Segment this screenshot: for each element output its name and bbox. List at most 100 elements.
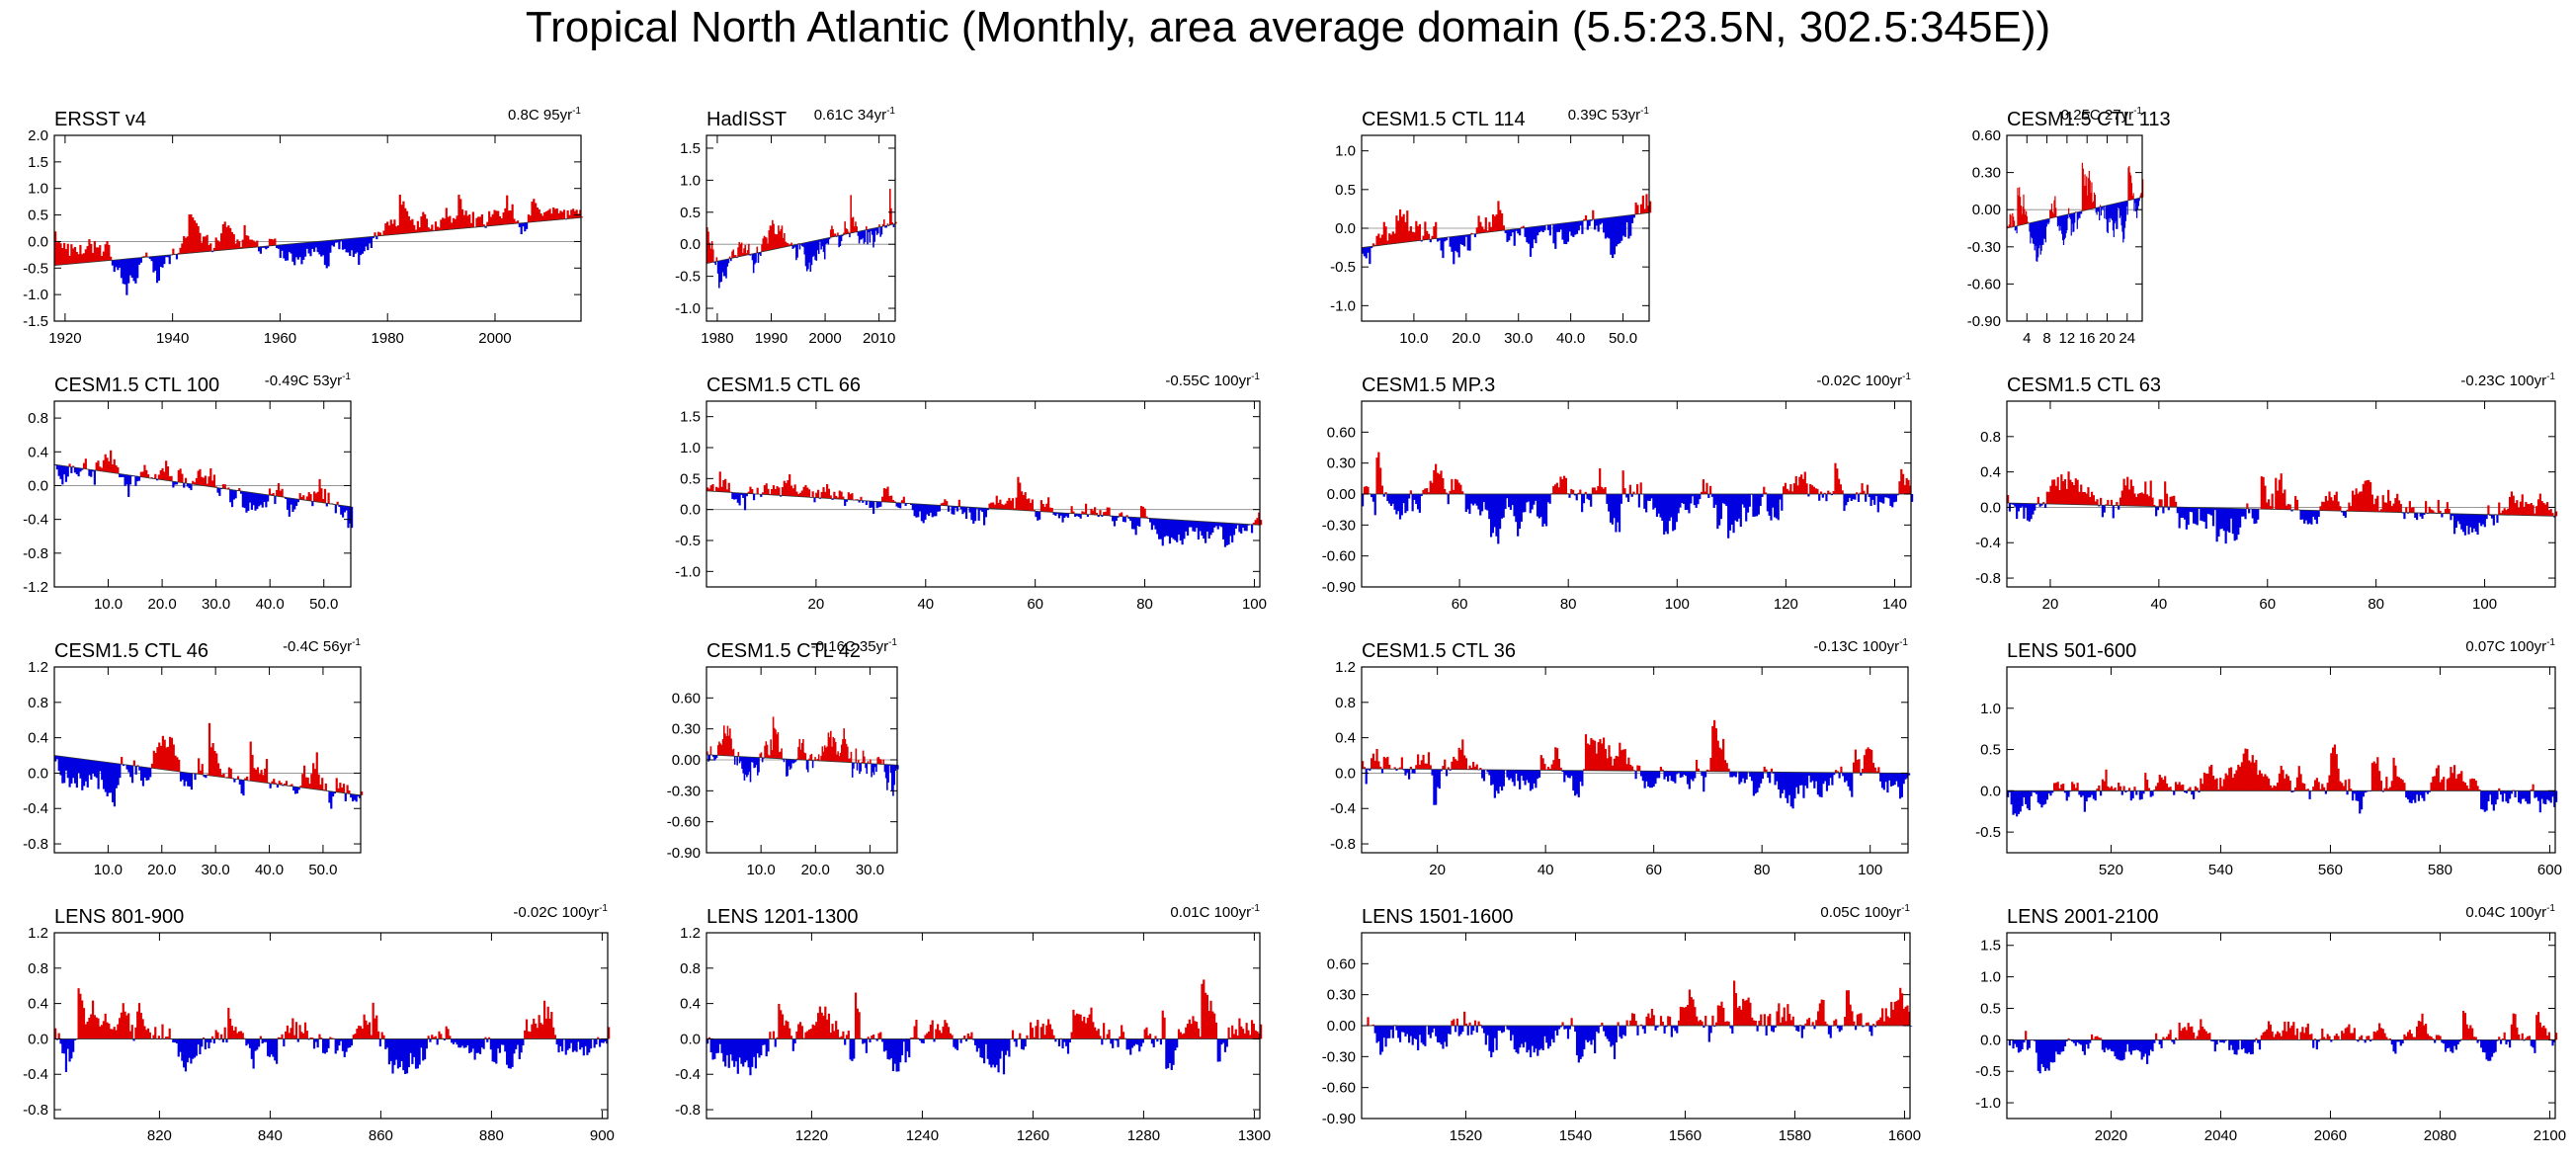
anomaly-bar	[1721, 494, 1724, 504]
anomaly-bar	[2191, 507, 2194, 513]
anomaly-bar	[2023, 790, 2026, 797]
anomaly-bar	[1632, 214, 1635, 218]
anomaly-bar	[2092, 1038, 2095, 1040]
anomaly-bar	[979, 1038, 982, 1058]
anomaly-bar	[2155, 786, 2158, 791]
x-tick-label: 20	[808, 596, 825, 613]
anomaly-bar	[2065, 214, 2067, 234]
anomaly-bar	[2126, 1039, 2129, 1044]
anomaly-bar	[304, 777, 308, 788]
anomaly-bar	[460, 1038, 464, 1046]
anomaly-bar	[2267, 778, 2271, 791]
anomaly-bar	[2303, 1033, 2306, 1040]
anomaly-bar	[464, 210, 467, 228]
anomaly-bar	[2028, 790, 2031, 811]
anomaly-bar	[1581, 494, 1584, 513]
panel-title: CESM1.5 CTL 100	[54, 374, 220, 396]
anomaly-bar	[2160, 499, 2163, 507]
anomaly-bar	[1418, 494, 1421, 513]
anomaly-bar	[524, 222, 527, 232]
anomaly-bar	[2010, 214, 2012, 228]
panel-title: CESM1.5 CTL 42	[706, 640, 861, 662]
anomaly-bar	[2276, 490, 2280, 510]
anomaly-bar	[840, 1036, 843, 1039]
anomaly-bar	[2435, 1035, 2439, 1040]
anomaly-bar	[2266, 502, 2269, 510]
anomaly-bar	[1002, 505, 1006, 510]
anomaly-bar	[132, 258, 135, 282]
anomaly-bar	[2525, 1038, 2528, 1040]
anomaly-bar	[1733, 980, 1736, 1026]
anomaly-bar	[920, 504, 923, 522]
anomaly-bar	[2119, 1039, 2122, 1061]
anomaly-bar	[1815, 1020, 1818, 1026]
anomaly-bar	[1389, 494, 1393, 506]
anomaly-bar	[141, 471, 144, 477]
anomaly-bar	[1130, 517, 1134, 530]
anomaly-bar	[1495, 770, 1498, 791]
anomaly-bar	[535, 203, 538, 222]
anomaly-bar	[1449, 490, 1452, 494]
anomaly-bar	[229, 768, 232, 779]
y-tick-label: 0.0	[28, 233, 48, 250]
anomaly-bar	[1786, 488, 1788, 494]
anomaly-bar	[432, 1037, 436, 1039]
anomaly-bar	[1095, 1031, 1099, 1039]
anomaly-bar	[61, 1038, 64, 1053]
anomaly-bar	[918, 1038, 922, 1041]
anomaly-bar	[343, 239, 346, 250]
anomaly-bar	[993, 1038, 997, 1068]
y-tick-label: 0.5	[1980, 742, 2001, 759]
anomaly-bar	[2062, 784, 2065, 791]
anomaly-bar	[731, 251, 733, 259]
anomaly-bar	[1522, 225, 1525, 228]
anomaly-bar	[876, 757, 878, 765]
anomaly-bar	[204, 1038, 207, 1050]
anomaly-bar	[2290, 1025, 2293, 1040]
anomaly-bar	[1795, 772, 1798, 788]
anomaly-bar	[1420, 494, 1423, 496]
anomaly-bar	[1731, 771, 1734, 778]
anomaly-bar	[729, 491, 732, 493]
anomaly-bar	[294, 243, 298, 258]
anomaly-bar	[815, 240, 818, 261]
anomaly-bar	[2085, 1039, 2088, 1044]
anomaly-bar	[322, 498, 325, 503]
anomaly-bar	[1194, 1021, 1197, 1039]
anomaly-bar	[550, 213, 553, 221]
anomaly-bar	[2219, 778, 2222, 791]
anomaly-bar	[2045, 491, 2048, 504]
anomaly-bar	[2335, 1034, 2338, 1040]
anomaly-bar	[743, 248, 745, 256]
anomaly-bar	[2056, 1039, 2059, 1055]
anomaly-bar	[707, 488, 711, 491]
anomaly-bar	[1205, 521, 1207, 543]
anomaly-bar	[1648, 771, 1652, 788]
anomaly-bar	[1621, 1026, 1625, 1036]
anomaly-bar	[791, 1038, 794, 1051]
anomaly-bar	[1022, 494, 1025, 511]
anomaly-bar	[1561, 770, 1564, 773]
anomaly-bar	[1517, 770, 1520, 782]
anomaly-bar	[2444, 509, 2448, 514]
anomaly-bar	[1863, 755, 1867, 774]
anomaly-bar	[1411, 769, 1414, 774]
anomaly-bar	[862, 1038, 865, 1044]
anomaly-bar	[457, 1038, 460, 1048]
anomaly-bar	[420, 1038, 423, 1048]
anomaly-bar	[2503, 508, 2506, 516]
anomaly-bar	[1132, 517, 1135, 530]
anomaly-bar	[2158, 499, 2161, 507]
anomaly-bar	[468, 1038, 471, 1053]
anomaly-bar	[1739, 494, 1742, 528]
anomaly-bar	[1774, 1026, 1777, 1029]
anomaly-bar	[718, 261, 720, 289]
anomaly-bar	[1818, 772, 1821, 797]
anomaly-bar	[1031, 1028, 1034, 1039]
anomaly-bar	[778, 487, 781, 496]
anomaly-bar	[1504, 230, 1507, 233]
anomaly-bar	[2208, 1033, 2211, 1040]
anomaly-bar	[2229, 1039, 2233, 1045]
anomaly-bar	[396, 225, 400, 235]
anomaly-bar	[1077, 1014, 1080, 1039]
